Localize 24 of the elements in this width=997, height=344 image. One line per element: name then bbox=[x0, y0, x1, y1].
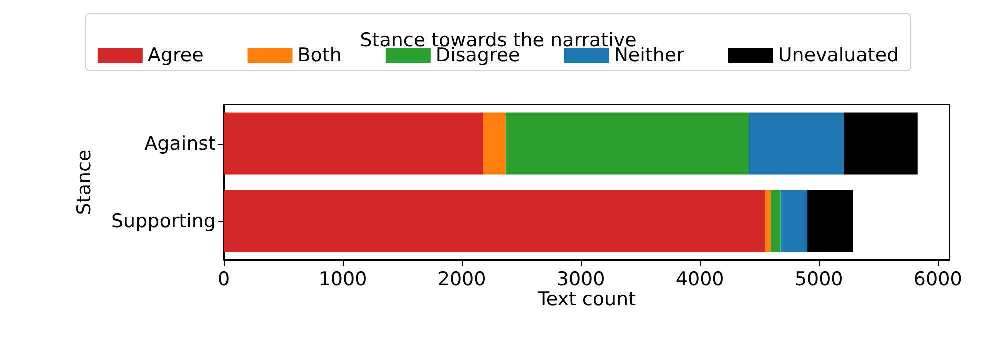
bar bbox=[771, 190, 781, 252]
bar bbox=[224, 112, 484, 175]
bar bbox=[808, 190, 854, 252]
legend-label: Unevaluated bbox=[778, 44, 900, 66]
bar bbox=[844, 112, 918, 175]
x-tick-label: 0 bbox=[218, 268, 230, 290]
y-tick-label: Against bbox=[144, 132, 216, 155]
y-axis-title: Stance bbox=[74, 150, 96, 216]
legend-label: Both bbox=[298, 44, 342, 66]
x-tick-label: 2000 bbox=[438, 268, 486, 290]
x-tick-label: 6000 bbox=[914, 268, 962, 290]
bar bbox=[749, 112, 844, 175]
x-tick-label: 5000 bbox=[794, 268, 844, 290]
x-tick-label: 4000 bbox=[676, 268, 724, 290]
bar bbox=[506, 112, 750, 175]
bar bbox=[780, 190, 808, 252]
legend-label: Agree bbox=[148, 44, 204, 66]
bar bbox=[765, 190, 772, 252]
x-tick-label: 1000 bbox=[318, 268, 368, 290]
x-tick-label: 3000 bbox=[556, 268, 606, 290]
bar bbox=[224, 190, 766, 252]
y-tick-label: Supporting bbox=[112, 210, 216, 232]
x-axis-title: Text count bbox=[536, 288, 636, 310]
bar bbox=[483, 112, 506, 175]
